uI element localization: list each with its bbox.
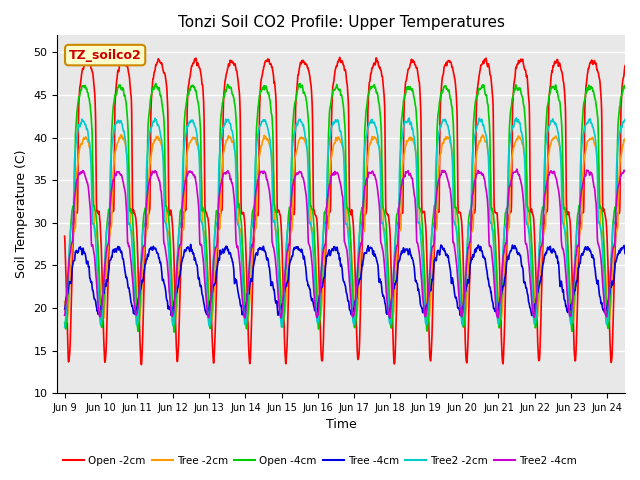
Tree -2cm bbox=[158, 144, 166, 149]
Open -4cm bbox=[125, 144, 132, 149]
Tree2 -2cm bbox=[300, 127, 308, 132]
Tree -2cm bbox=[621, 137, 629, 143]
Y-axis label: Soil Temperature (C): Soil Temperature (C) bbox=[15, 150, 28, 278]
Open -4cm bbox=[61, 320, 68, 325]
Tree -4cm bbox=[187, 241, 195, 247]
Title: Tonzi Soil CO2 Profile: Upper Temperatures: Tonzi Soil CO2 Profile: Upper Temperatur… bbox=[178, 15, 505, 30]
Tree -4cm bbox=[528, 312, 536, 318]
Text: TZ_soilco2: TZ_soilco2 bbox=[68, 48, 141, 61]
Tree2 -2cm bbox=[513, 115, 520, 121]
Tree2 -4cm bbox=[300, 178, 308, 184]
Open -2cm bbox=[61, 233, 68, 239]
Open -2cm bbox=[550, 62, 558, 68]
Tree2 -2cm bbox=[61, 324, 68, 330]
Open -2cm bbox=[125, 71, 132, 76]
Tree2 -2cm bbox=[611, 219, 618, 225]
Tree -2cm bbox=[300, 136, 308, 142]
Open -2cm bbox=[84, 54, 92, 60]
Tree2 -4cm bbox=[61, 312, 68, 318]
Open -4cm bbox=[170, 329, 178, 335]
Tree2 -4cm bbox=[276, 308, 284, 313]
Open -2cm bbox=[611, 270, 618, 276]
Tree2 -4cm bbox=[125, 243, 132, 249]
Tree -2cm bbox=[125, 165, 132, 170]
Tree2 -2cm bbox=[125, 221, 132, 227]
Tree2 -2cm bbox=[158, 139, 166, 145]
Open -4cm bbox=[611, 208, 618, 214]
Open -4cm bbox=[550, 84, 558, 90]
Tree2 -4cm bbox=[158, 197, 166, 203]
Tree -4cm bbox=[61, 306, 68, 312]
Line: Open -4cm: Open -4cm bbox=[65, 84, 625, 332]
Tree2 -2cm bbox=[278, 324, 285, 330]
Tree -2cm bbox=[570, 320, 577, 325]
Tree -4cm bbox=[621, 251, 629, 256]
X-axis label: Time: Time bbox=[326, 419, 356, 432]
Tree -2cm bbox=[276, 262, 284, 268]
Open -2cm bbox=[138, 362, 145, 368]
Tree -4cm bbox=[550, 248, 558, 254]
Open -2cm bbox=[621, 63, 629, 69]
Tree2 -4cm bbox=[621, 168, 629, 174]
Open -2cm bbox=[158, 62, 166, 68]
Tree -4cm bbox=[276, 308, 284, 314]
Open -4cm bbox=[276, 276, 284, 281]
Tree2 -4cm bbox=[513, 166, 521, 172]
Line: Tree -2cm: Tree -2cm bbox=[65, 135, 625, 323]
Tree -4cm bbox=[300, 253, 308, 259]
Tree -4cm bbox=[611, 270, 618, 276]
Open -4cm bbox=[152, 81, 159, 86]
Open -4cm bbox=[621, 83, 629, 88]
Legend: Open -2cm, Tree -2cm, Open -4cm, Tree -4cm, Tree2 -2cm, Tree2 -4cm: Open -2cm, Tree -2cm, Open -4cm, Tree -4… bbox=[59, 452, 581, 470]
Tree2 -2cm bbox=[621, 117, 629, 122]
Open -2cm bbox=[276, 212, 284, 217]
Tree2 -4cm bbox=[386, 315, 394, 321]
Open -4cm bbox=[300, 89, 308, 95]
Tree2 -2cm bbox=[550, 120, 558, 125]
Tree -2cm bbox=[550, 135, 557, 141]
Line: Tree -4cm: Tree -4cm bbox=[65, 244, 625, 315]
Tree -4cm bbox=[125, 285, 132, 291]
Line: Open -2cm: Open -2cm bbox=[65, 57, 625, 365]
Tree -2cm bbox=[611, 243, 618, 249]
Tree -4cm bbox=[158, 270, 166, 276]
Line: Tree2 -4cm: Tree2 -4cm bbox=[65, 169, 625, 318]
Open -4cm bbox=[158, 100, 166, 106]
Tree -2cm bbox=[117, 132, 125, 138]
Open -2cm bbox=[300, 59, 308, 65]
Tree2 -4cm bbox=[550, 168, 558, 174]
Tree2 -2cm bbox=[276, 300, 284, 306]
Tree -2cm bbox=[61, 299, 68, 304]
Line: Tree2 -2cm: Tree2 -2cm bbox=[65, 118, 625, 327]
Tree2 -4cm bbox=[611, 241, 618, 247]
